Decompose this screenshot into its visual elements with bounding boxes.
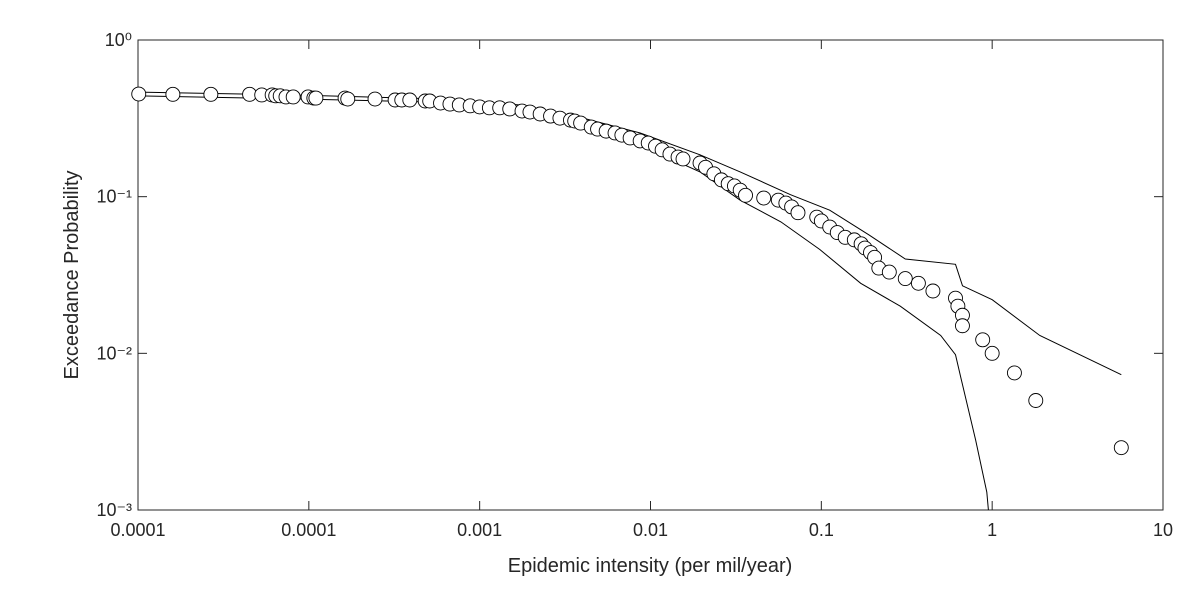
data-point [131,86,147,102]
envelope-line [138,95,989,511]
data-point [165,86,181,102]
y-tick-label: 10⁻³ [96,500,132,520]
data-point [1028,393,1044,408]
data-point [790,205,806,221]
data-point [502,101,518,117]
data-point [910,275,926,291]
x-tick-label: 0.1 [809,520,834,540]
data-point [285,89,301,105]
x-tick-label: 1 [987,520,997,540]
data-point [1006,365,1022,381]
data-point [203,86,219,102]
data-point [402,92,418,108]
data-point [897,271,913,287]
y-tick-label: 10⁰ [105,30,132,50]
data-point [925,283,941,299]
x-tick-label: 0.0001 [110,520,165,540]
data-point [984,345,1000,361]
y-axis-label: Exceedance Probability [61,170,83,379]
x-axis-label: Epidemic intensity (per mil/year) [508,555,793,577]
data-point [955,318,970,334]
data-point [340,91,356,107]
x-tick-label: 10 [1153,520,1173,540]
data-point [308,90,324,106]
data-point [975,332,991,348]
data-point [881,264,897,280]
x-tick-label: 0.001 [457,520,502,540]
x-tick-label: 0.01 [633,520,668,540]
data-point [756,190,772,206]
data-point [1113,440,1129,456]
data-point [367,91,383,107]
y-tick-label: 10⁻¹ [96,187,132,207]
data-point [675,151,691,167]
x-tick-label: 0.0001 [281,520,336,540]
data-point [738,187,753,203]
plot-frame [137,39,1164,511]
y-tick-label: 10⁻² [96,343,132,363]
